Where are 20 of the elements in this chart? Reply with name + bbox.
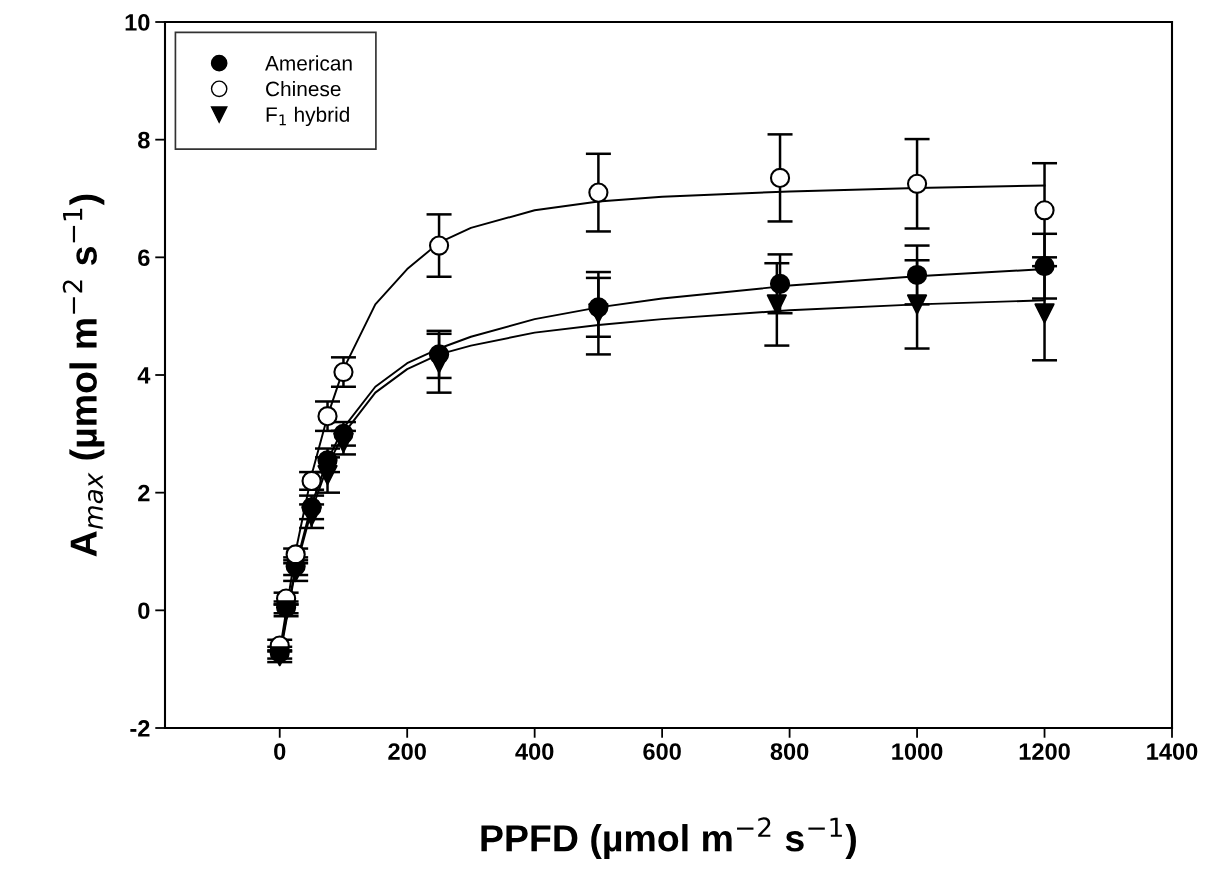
y-tick-label: 8 [138,131,150,149]
x-tick-label: 600 [643,743,681,760]
x-tick-label: 200 [388,743,426,760]
x-tick-label: 800 [770,743,809,760]
y-tick-label: 2 [138,484,150,502]
legend-label: American [265,55,352,71]
legend-label: F$_{1}$ hybrid [266,106,349,127]
x-tick-label: 1000 [892,743,943,760]
x-tick-label: 400 [515,743,554,760]
x-axis-title: PPFD (µmol m$^{−2}$ s$^{−1}$) [481,817,856,860]
y-axis-title: A$_{max}$ (µmol m$^{−2}$ s$^{−1}$) [62,194,105,557]
x-tick-label: 0 [274,743,286,760]
y-tick-label: -2 [130,720,150,737]
x-tick-label: 1200 [1019,743,1070,760]
y-tick-label: 6 [138,249,150,267]
y-tick-label: 0 [138,602,150,620]
legend-label: Chinese [266,81,341,97]
x-tick-label: 1400 [1147,743,1198,760]
y-tick-label: 4 [137,367,151,384]
y-tick-label: 10 [125,14,150,31]
